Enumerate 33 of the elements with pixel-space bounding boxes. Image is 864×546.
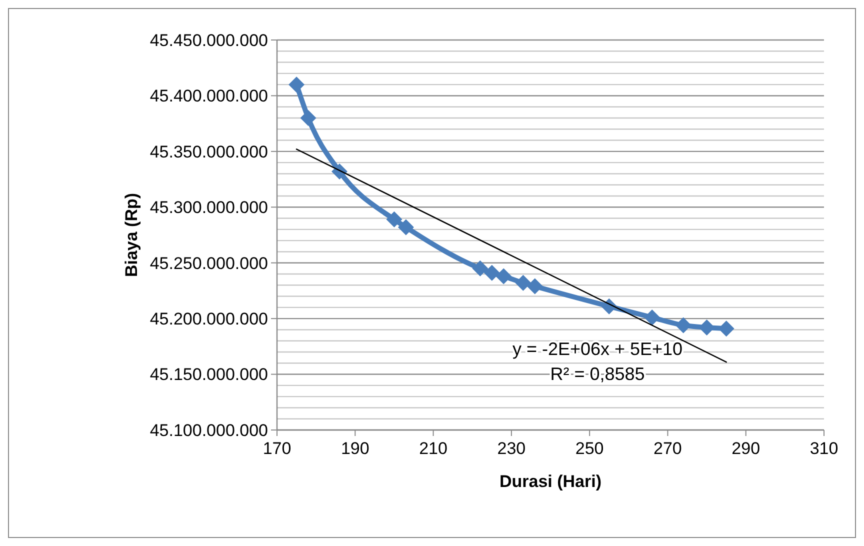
- y-tick-label: 45.350.000.000: [150, 142, 268, 162]
- y-axis-title: Biaya (Rp): [122, 192, 141, 278]
- point: [288, 76, 305, 93]
- y-tick-label: 45.200.000.000: [150, 310, 268, 329]
- point: [515, 274, 532, 291]
- point: [472, 260, 488, 276]
- point: [526, 278, 543, 294]
- point: [398, 219, 414, 236]
- x-axis-title: Durasi (Hari): [499, 472, 602, 491]
- x-tick-label: 290: [732, 439, 760, 458]
- x-tick-label: 210: [419, 439, 448, 458]
- point: [386, 211, 402, 228]
- y-tick-label: 45.150.000.000: [150, 365, 268, 384]
- point: [698, 319, 715, 336]
- point: [644, 309, 660, 326]
- y-tick-label: 45.300.000.000: [150, 198, 268, 218]
- x-tick-label: 170: [262, 439, 292, 458]
- y-tick-label: 45.250.000.000: [150, 254, 268, 273]
- x-tick-label: 250: [575, 439, 604, 458]
- point: [496, 268, 512, 284]
- annotation: R² = 0,8585: [550, 364, 645, 384]
- y-tick-label: 45.400.000.000: [150, 86, 268, 106]
- x-tick-label: 270: [654, 439, 682, 458]
- x-tick-label: 310: [810, 439, 838, 458]
- annotation: y = -2E+06x + 5E+10: [512, 339, 683, 359]
- point: [675, 317, 692, 334]
- point: [484, 264, 500, 281]
- x-tick-label: 190: [340, 439, 370, 458]
- y-tick-label: 45.450.000.000: [150, 30, 268, 50]
- x-tick-label: 230: [497, 439, 526, 458]
- point: [300, 110, 316, 126]
- point: [718, 320, 734, 337]
- y-tick-label: 45.100.000.000: [150, 420, 268, 440]
